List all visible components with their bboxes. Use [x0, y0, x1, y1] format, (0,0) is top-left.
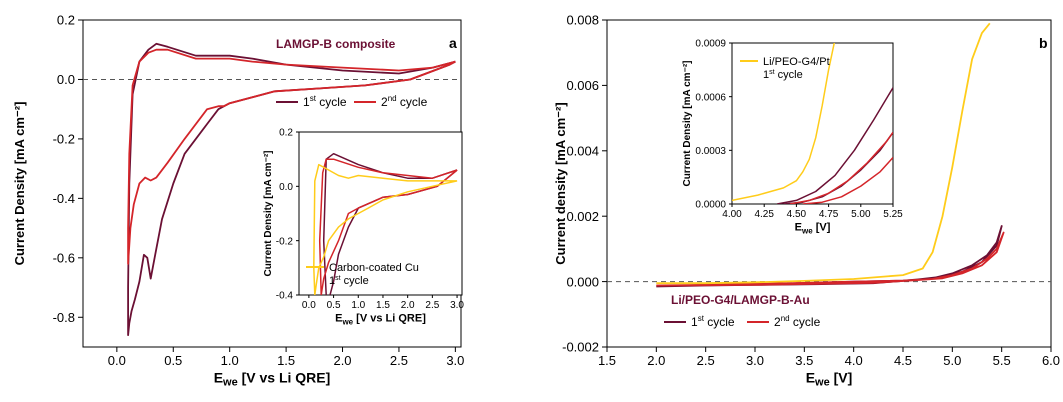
- y-tick-label: -0.2: [276, 236, 294, 247]
- x-tick-label: 2.5: [390, 353, 408, 368]
- legend-label: 1st cycle: [691, 314, 735, 329]
- x-tick-label: 1.0: [221, 353, 239, 368]
- series-line-2: [313, 163, 458, 295]
- series-line-2: [656, 22, 991, 285]
- x-tick-label: 4.0: [845, 353, 863, 368]
- x-tick-label: 1.0: [351, 300, 365, 311]
- x-tick-label: 5.0: [943, 353, 961, 368]
- x-tick-label: 0.5: [327, 300, 341, 311]
- y-axis-label: Current Density [mA cm⁻²]: [682, 60, 693, 186]
- chart-title: Li/PEO-G4/LAMGP-B-Au: [671, 293, 810, 307]
- x-tick-label: 6.0: [1042, 353, 1060, 368]
- legend-label-line2: 1st cycle: [329, 275, 369, 287]
- x-tick-label: 5.25: [883, 209, 903, 220]
- chart-title: LAMGP-B composite: [276, 37, 396, 51]
- panel-label: a: [449, 35, 457, 51]
- x-tick-label: 1.5: [376, 300, 390, 311]
- chart-a-inset: 0.0 0.5 1.0 1.5 2.0 2.5 3.0 -0.4 -0.2 0.0 0.2 Ewe […: [263, 128, 464, 327]
- series-line-1: [776, 87, 893, 204]
- x-tick-label: 2.0: [401, 300, 415, 311]
- y-tick-label: 0.2: [57, 13, 75, 28]
- x-tick-label: 2.5: [425, 300, 439, 311]
- series-line-4: [802, 156, 893, 204]
- series-line-1: [656, 231, 1005, 287]
- y-tick-label: 0.0: [57, 72, 75, 87]
- y-tick-label: -0.2: [53, 132, 75, 147]
- legend-label: 2nd cycle: [381, 94, 428, 109]
- x-tick-label: 2.5: [697, 353, 715, 368]
- x-tick-label: 0.0: [302, 300, 316, 311]
- legend-label-line2: 1st cycle: [763, 69, 803, 81]
- x-tick-label: 4.50: [787, 209, 807, 220]
- y-tick-label: 0.0000: [695, 200, 726, 211]
- chart-b-inset: 4.00 4.25 4.50 4.75 5.00 5.25 0.0000 0.0003 0.00…: [682, 39, 903, 236]
- y-tick-label: 0.006: [566, 78, 599, 93]
- y-tick-label: 0.008: [566, 13, 599, 28]
- x-tick-label: 1.5: [277, 353, 295, 368]
- legend-label: Carbon-coated Cu: [329, 262, 419, 274]
- y-tick-label: 0.0003: [695, 146, 726, 157]
- y-tick-label: 0.004: [566, 143, 599, 158]
- legend-label: 2nd cycle: [774, 314, 821, 329]
- plot-frame: [731, 42, 894, 205]
- x-tick-label: 3.0: [450, 300, 464, 311]
- panel-label: b: [1039, 35, 1048, 51]
- y-tick-label: -0.4: [276, 291, 294, 302]
- y-axis-label: Current density [mA cm⁻²]: [553, 102, 568, 264]
- y-tick-label: -0.002: [562, 340, 599, 355]
- series-line-1: [127, 48, 456, 265]
- x-tick-label: 3.0: [746, 353, 764, 368]
- x-tick-label: 1.5: [598, 353, 616, 368]
- y-axis-label: Current Density [mA cm⁻²]: [263, 150, 274, 276]
- x-axis-label: Ewe [V]: [806, 370, 853, 389]
- x-tick-label: 4.5: [894, 353, 912, 368]
- x-tick-label: 0.0: [108, 353, 126, 368]
- y-axis-label: Current Density [mA cm⁻²]: [12, 102, 27, 266]
- x-tick-label: 4.00: [722, 209, 742, 220]
- x-tick-label: 5.5: [993, 353, 1011, 368]
- x-tick-label: 3.0: [446, 353, 464, 368]
- y-tick-label: 0.0006: [695, 92, 726, 103]
- y-tick-label: 0.0: [279, 182, 293, 193]
- x-tick-label: 2.0: [333, 353, 351, 368]
- x-tick-label: 0.5: [164, 353, 182, 368]
- x-tick-label: 4.75: [819, 209, 839, 220]
- x-tick-label: 5.00: [851, 209, 871, 220]
- y-tick-label: 0.0009: [695, 39, 726, 50]
- y-tick-label: -0.4: [53, 191, 75, 206]
- x-axis-label: Ewe [V vs Li QRE]: [335, 313, 426, 327]
- y-tick-label: -0.6: [53, 250, 75, 265]
- series-line-1: [318, 158, 458, 295]
- y-tick-label: -0.8: [53, 310, 75, 325]
- x-tick-label: 3.5: [795, 353, 813, 368]
- y-tick-label: 0.000: [566, 274, 599, 289]
- x-axis-label: Ewe [V vs Li QRE]: [214, 370, 331, 389]
- legend-label: 1st cycle: [303, 94, 347, 109]
- series-line-0: [732, 43, 836, 202]
- series-line-3: [789, 131, 893, 204]
- y-tick-label: 0.2: [279, 128, 293, 139]
- x-tick-label: 2.0: [647, 353, 665, 368]
- legend-label: Li/PEO-G4/Pt: [763, 56, 830, 68]
- x-axis-label: Ewe [V]: [795, 222, 831, 236]
- y-tick-label: 0.002: [566, 209, 599, 224]
- x-tick-label: 4.25: [754, 209, 774, 220]
